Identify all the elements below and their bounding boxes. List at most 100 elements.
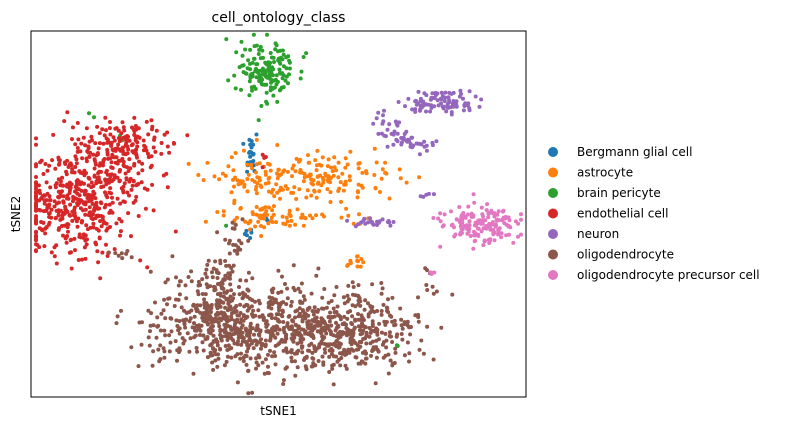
scatter-point [343,363,348,368]
scatter-point [121,151,126,156]
scatter-point [329,165,333,170]
scatter-point [356,259,360,264]
scatter-point [287,223,292,228]
scatter-point [289,299,294,304]
scatter-point [413,99,418,104]
scatter-point [91,194,96,199]
scatter-point [139,180,144,185]
scatter-point [434,289,439,294]
scatter-point [213,358,218,363]
scatter-point [119,251,124,256]
scatter-point [254,170,258,175]
scatter-point [262,371,267,376]
scatter-point [280,214,285,219]
scatter-point [273,354,278,358]
scatter-point [342,347,347,352]
scatter-point [198,310,203,315]
scatter-point [350,303,355,308]
scatter-point [355,189,360,194]
scatter-point [148,323,153,328]
scatter-point [156,347,161,352]
scatter-point [284,302,289,307]
scatter-point [175,358,179,363]
scatter-point [108,208,113,213]
scatter-point [304,51,309,56]
scatter-point [34,164,38,169]
legend-marker [548,249,558,260]
scatter-point [345,162,350,167]
scatter-point [205,322,210,327]
scatter-point [493,224,498,229]
scatter-point [323,350,328,355]
scatter-point [447,100,452,105]
scatter-point [86,144,91,149]
scatter-point [306,324,311,329]
scatter-point [320,295,325,300]
scatter-point [418,104,423,108]
scatter-point [360,185,365,190]
scatter-point [169,329,174,334]
scatter-point [311,182,315,187]
scatter-point [74,161,79,166]
scatter-point [241,339,246,344]
scatter-point [338,330,343,335]
scatter-point [511,240,516,245]
scatter-point [373,381,378,386]
scatter-point [271,328,276,333]
scatter-point [299,281,304,286]
scatter-point [38,208,43,213]
scatter-point [240,179,245,184]
scatter-point [311,312,316,317]
scatter-point [358,303,363,308]
scatter-point [119,131,124,136]
scatter-point [248,227,252,232]
legend-marker [548,147,558,157]
scatter-point [262,69,267,74]
scatter-point [238,302,243,307]
scatter-point [233,318,237,323]
scatter-point [240,296,245,301]
scatter-point [335,304,340,309]
scatter-point [265,32,269,37]
scatter-point [34,175,38,179]
scatter-point [322,287,327,291]
scatter-point [210,360,215,365]
scatter-point [336,345,341,350]
scatter-point [271,93,276,98]
scatter-point [109,140,114,145]
scatter-point [122,164,127,169]
scatter-point [388,313,392,318]
scatter-point [217,303,222,308]
scatter-point [129,187,134,192]
scatter-point [277,67,282,72]
scatter-point [339,215,344,220]
scatter-point [349,341,354,346]
scatter-point [434,139,439,144]
scatter-point [222,330,227,335]
chart-title: cell_ontology_class [212,10,346,26]
scatter-point [285,350,290,355]
scatter-point [84,159,89,164]
scatter-point [90,217,95,222]
scatter-point [265,101,270,106]
scatter-point [106,250,111,255]
scatter-point [232,341,237,346]
scatter-point [228,294,233,299]
scatter-point [259,104,264,108]
scatter-point [89,134,94,139]
scatter-point [320,155,325,160]
scatter-point [439,90,444,95]
scatter-point [501,208,506,213]
scatter-point [78,198,83,203]
scatter-point [331,306,336,311]
scatter-point [347,178,352,183]
scatter-point [492,238,497,243]
scatter-point [466,204,471,209]
scatter-point [146,308,151,313]
scatter-point [198,283,203,288]
scatter-point [232,310,237,315]
scatter-point [289,355,294,360]
scatter-point [136,214,141,218]
scatter-point [297,311,302,316]
scatter-point [203,337,208,342]
